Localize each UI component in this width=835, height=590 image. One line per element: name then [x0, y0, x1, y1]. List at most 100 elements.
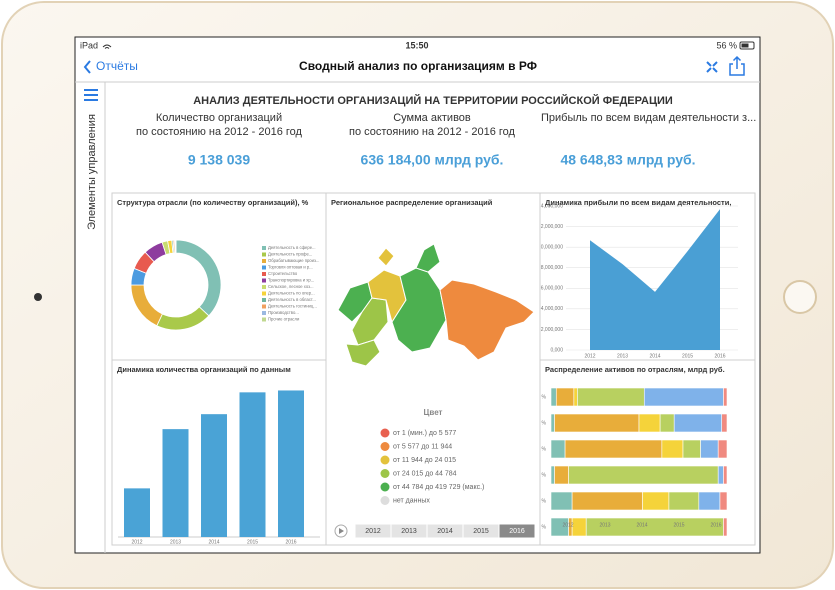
play-icon [339, 528, 344, 534]
y-tick-label: 12,000,000 [538, 224, 563, 230]
share-icon[interactable] [729, 55, 745, 76]
bar-segment [554, 465, 569, 485]
panel-title: Динамика количества организаций по данны… [117, 365, 291, 374]
map-legend-dot [380, 482, 390, 492]
y-tick-label: 4,000,000 [541, 306, 563, 312]
bar-segment [723, 465, 728, 485]
map-region [377, 247, 395, 267]
map-region [415, 243, 441, 273]
legend-swatch [262, 311, 266, 315]
nav-title: Сводный анализ по организациям в РФ [299, 59, 537, 73]
bar-segment [571, 517, 587, 537]
map-legend-dot [380, 428, 390, 438]
bar-segment [554, 413, 640, 433]
map-legend-label: нет данных [393, 497, 430, 504]
kpi-row: Количество организаций по состоянию на 20… [136, 112, 756, 168]
back-button[interactable]: Отчёты [96, 59, 138, 73]
bar-segment [642, 491, 670, 511]
timeline-year-label: 2015 [473, 528, 489, 535]
area [590, 209, 720, 350]
bar [201, 414, 227, 537]
bar-segment [717, 465, 724, 485]
collapse-icon[interactable] [706, 61, 718, 73]
bar-segment [550, 465, 555, 485]
timeline-year-label: 2014 [437, 528, 453, 535]
bar-segment [577, 387, 645, 407]
bar-segment [643, 387, 724, 407]
panel-title: Структура отрасли (по количеству организ… [117, 198, 309, 207]
y-tick-label: % [542, 394, 547, 400]
x-tick-label: 2013 [170, 539, 181, 545]
legend-label: Производство... [268, 310, 299, 315]
map-legend-label: от 1 (мин.) до 5 577 [393, 430, 456, 437]
x-tick-label: 2013 [599, 522, 610, 528]
x-tick-label: 2015 [673, 522, 684, 528]
bar-segment [723, 387, 728, 407]
map-region [439, 279, 535, 361]
bar-segment [555, 387, 575, 407]
y-tick-label: 8,000,000 [541, 265, 563, 271]
legend-swatch [262, 304, 266, 309]
sidebar-label[interactable]: Элементы управления [86, 114, 98, 230]
timeline-year-label: 2013 [401, 528, 417, 535]
map-legend-label: от 5 577 до 11 944 [393, 443, 452, 450]
y-tick-label: 2,000,000 [541, 327, 563, 333]
timeline-year-label: 2016 [509, 528, 525, 535]
map-legend-label: от 44 784 до 419 729 (макс.) [393, 484, 484, 491]
legend-swatch [262, 246, 266, 250]
legend-swatch [262, 298, 266, 302]
back-chevron[interactable] [83, 60, 91, 74]
bar-segment [573, 387, 578, 407]
bar-segment [717, 439, 728, 459]
y-tick-label: 6,000,000 [541, 286, 563, 292]
kpi-value: 48 648,83 млрд руб. [560, 152, 695, 168]
map-legend-dot [380, 469, 390, 478]
map-legend-label: от 11 944 до 24 015 [393, 457, 456, 464]
legend-label: Транспортировка и хр... [268, 278, 314, 283]
x-tick-label: 2014 [649, 353, 660, 359]
y-tick-label: % [542, 472, 547, 478]
legend-label: Деятельность гостиниц... [268, 304, 317, 309]
battery-icon [739, 41, 755, 50]
bar-segment [550, 413, 555, 433]
legend-swatch [262, 272, 266, 276]
home-button[interactable] [783, 280, 817, 314]
bar-segment [668, 491, 700, 511]
x-tick-label: 2016 [285, 539, 296, 545]
map-region [345, 339, 381, 367]
bar [239, 392, 266, 537]
x-tick-label: 2016 [714, 353, 725, 359]
legend-swatch [262, 265, 266, 270]
bar [124, 488, 150, 537]
x-tick-label: 2014 [636, 522, 647, 528]
timeline-year[interactable] [498, 523, 536, 539]
panel-title: Региональное распределение организаций [331, 198, 493, 207]
kpi-label: по состоянию на 2012 - 2016 год [136, 126, 303, 138]
panel-title: Динамика прибыли по всем видам деятельно… [545, 198, 731, 207]
x-tick-label: 2012 [131, 539, 142, 545]
kpi-value: 636 184,00 млрд руб. [361, 152, 504, 168]
panels: Структура отрасли (по количеству организ… [111, 192, 756, 546]
menu-icon[interactable] [84, 89, 98, 101]
legend-label: Строительство [268, 271, 298, 276]
x-tick-label: 2012 [584, 353, 595, 359]
legend-label: Деятельность по опер... [268, 291, 315, 296]
legend-swatch [262, 285, 266, 289]
legend-label: Деятельность в сфере... [268, 245, 316, 250]
bar-segment [638, 413, 661, 433]
bar-segment [659, 413, 675, 433]
status-device: iPad [80, 40, 98, 50]
x-tick-label: 2015 [682, 353, 693, 359]
bar [162, 429, 189, 537]
y-tick-label: 14,000,000 [538, 203, 563, 209]
bar-segment [723, 517, 728, 537]
y-tick-label: % [542, 420, 547, 426]
map-legend-dot [380, 442, 390, 451]
legend-swatch [262, 278, 266, 283]
y-tick-label: 10,000,000 [538, 244, 563, 250]
bar-segment [568, 465, 719, 485]
legend-swatch [262, 259, 266, 263]
map-legend-dot [380, 455, 390, 465]
bar-segment [719, 491, 728, 511]
